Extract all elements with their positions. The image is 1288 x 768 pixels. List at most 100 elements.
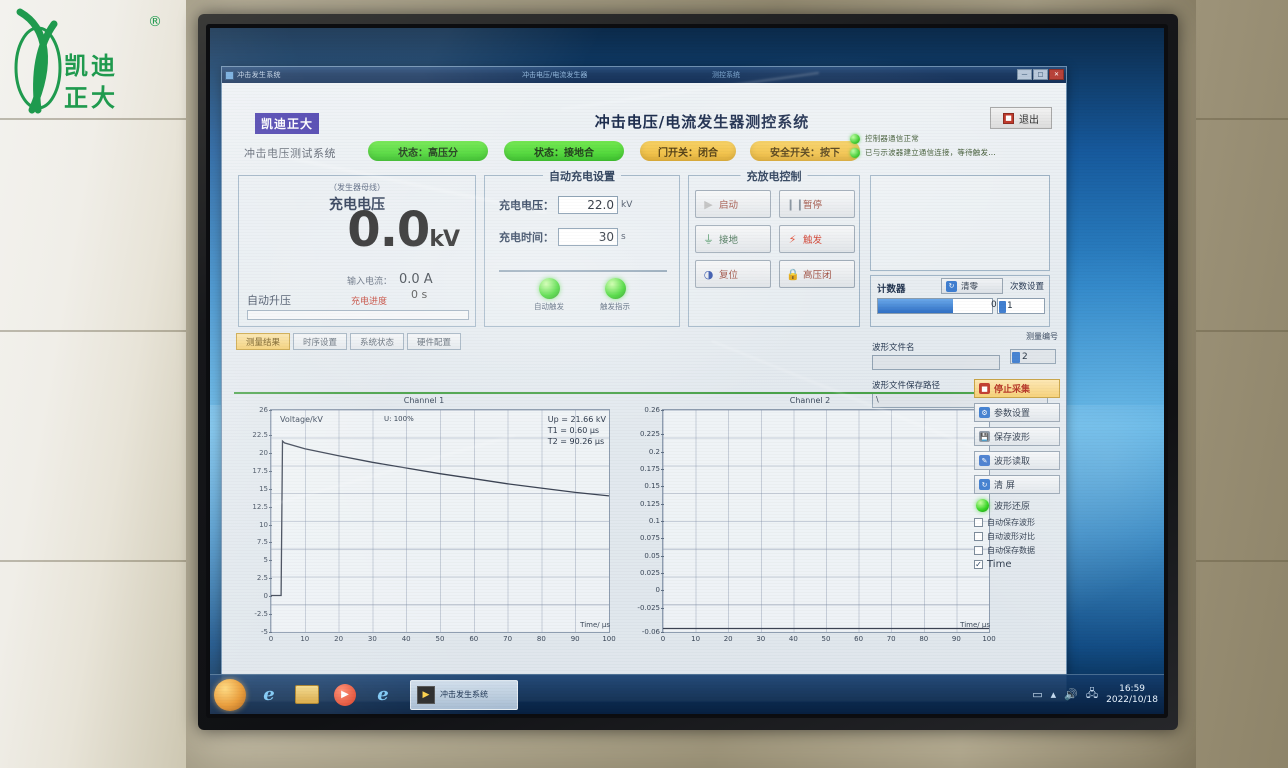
chart1-plot-area[interactable]: 26 22.5 20 17.5 15 12.5 10 7.5 5 2.5 0 -2.5 -5 0 10 20 3…	[252, 406, 615, 643]
charging-voltage-panel: （发生器母线） 充电电压 0.0kV 输入电流： 0.0 A 0 s 自动升压 …	[238, 175, 476, 327]
x-axis-tick: 20	[723, 635, 733, 643]
parameter-settings-button[interactable]: ⚙ 参数设置	[974, 403, 1060, 422]
chart-channel-1: Channel 1 26 22.5 20 17.5 15 12.5 10 7.5 5 2.5 0 -2…	[234, 396, 615, 659]
x-axis-tick: 30	[756, 635, 766, 643]
charge-time-label: 充电时间：	[499, 231, 554, 244]
stop-acquisition-label: 停止采集	[994, 385, 1031, 395]
start-button[interactable]: ▶ 启动	[695, 190, 771, 218]
charge-voltage-input[interactable]: 22.0	[558, 196, 618, 214]
y-axis-tick: 0.225	[639, 430, 665, 439]
tab-system-status[interactable]: 系统状态	[350, 333, 404, 350]
window-controls: — □ ✕	[1017, 69, 1064, 80]
clear-screen-button[interactable]: ↻ 清 屏	[974, 475, 1060, 494]
y-axis-tick: 22.5	[252, 431, 272, 440]
y-axis-tick: 0.075	[639, 534, 665, 543]
window-title: 冲击发生系统	[237, 71, 281, 79]
reset-button[interactable]: ◑ 复位	[695, 260, 771, 288]
waveform-tool-column: ■ 停止采集 ⚙ 参数设置 💾 保存波形 ✎ 波形读取 ↻ 清 屏	[974, 379, 1060, 573]
checkbox-label: 自动保存波形	[987, 518, 1035, 527]
pause-button[interactable]: ❙❙ 暂停	[779, 190, 855, 218]
minimize-button[interactable]: —	[1017, 69, 1032, 80]
maximize-button[interactable]: □	[1033, 69, 1048, 80]
y-axis-tick: -0.025	[637, 603, 664, 612]
chart2-plot-area[interactable]: 0.26 0.225 0.2 0.175 0.15 0.125 0.1 0.075 0.05 0.…	[637, 406, 995, 643]
save-waveform-label: 保存波形	[994, 433, 1031, 443]
discharge-control-panel: 充放电控制 ▶ 启动 ❙❙ 暂停 ⏚ 接地 ⚡	[688, 168, 860, 327]
gear-icon: ⚙	[979, 407, 990, 418]
status-text: 已与示波器建立通信连接，等待触发...	[865, 148, 996, 157]
refresh-icon: ↻	[946, 280, 957, 292]
auto-rise-label: 自动升压	[247, 294, 291, 307]
trigger-indicator: 触发指示	[600, 278, 630, 312]
tab-timing-settings[interactable]: 时序设置	[293, 333, 347, 350]
input-current-value: 0.0 A	[399, 272, 433, 287]
status-badge-ground: 状态：接地合	[504, 141, 624, 161]
y-axis-tick: -5	[261, 628, 272, 636]
ground-button-label: 接地	[719, 235, 739, 246]
ground-button[interactable]: ⏚ 接地	[695, 225, 771, 253]
y-axis-tick: 0.15	[644, 482, 664, 491]
y-axis-tick: 15	[259, 484, 272, 493]
chart1-ylabel: Voltage/kV	[280, 415, 323, 424]
x-axis-tick: 70	[886, 635, 896, 643]
brand-badge: 凯迪正大	[255, 113, 320, 134]
auto-trigger-indicator: 自动触发	[534, 278, 564, 312]
waveform-restore-indicator[interactable]: 波形还原	[976, 499, 1060, 512]
parameter-settings-label: 参数设置	[994, 409, 1031, 419]
lightning-icon: ⚡	[788, 232, 797, 246]
exit-button[interactable]: ■ 退出	[990, 107, 1052, 129]
checkbox-auto-save-data[interactable]: 自动保存数据	[974, 545, 1060, 556]
save-waveform-button[interactable]: 💾 保存波形	[974, 427, 1060, 446]
close-button[interactable]: ✕	[1049, 69, 1064, 80]
auto-charge-settings-panel: 自动充电设置 充电电压： 22.0 kV 充电时间： 30 s 自动触发	[484, 168, 680, 327]
chart1-xlabel: Time/ µs	[580, 621, 610, 629]
load-waveform-button[interactable]: ✎ 波形读取	[974, 451, 1060, 470]
status-badge-hv: 状态：高压分	[368, 141, 488, 161]
chart2-xlabel: Time/ µs	[960, 621, 990, 629]
checkbox-label: 自动保存数据	[987, 546, 1035, 555]
y-axis-tick: 0.175	[639, 464, 665, 473]
refresh-icon: ↻	[979, 479, 990, 490]
tab-hardware-config[interactable]: 硬件配置	[407, 333, 461, 350]
times-setting-stepper[interactable]: 1	[997, 298, 1045, 314]
x-axis-tick: 100	[982, 635, 996, 643]
stop-acquisition-button[interactable]: ■ 停止采集	[974, 379, 1060, 398]
x-axis-tick: 40	[401, 635, 411, 643]
status-led-icon	[850, 147, 860, 158]
y-axis-tick: 7.5	[256, 538, 273, 547]
y-axis-tick: 17.5	[252, 466, 272, 475]
save-icon: 💾	[979, 431, 990, 442]
x-axis-tick: 50	[435, 635, 445, 643]
reset-icon: ◑	[703, 267, 714, 281]
x-axis-tick: 0	[660, 635, 666, 643]
pause-button-label: 暂停	[803, 200, 823, 211]
counter-progress-bar	[877, 298, 993, 314]
waveform-path-label: 波形文件保存路径	[872, 381, 941, 391]
hv-close-button[interactable]: 🔒 高压闭	[779, 260, 855, 288]
charging-voltage-label: 充电电压	[329, 197, 385, 213]
y-axis-tick: 0.1	[648, 517, 665, 525]
chart1-stats: Up = 21.66 kV T1 = 0.60 µs T2 = 90.26 µs	[548, 415, 606, 447]
measure-number-stepper[interactable]: 2	[1010, 349, 1056, 364]
charge-time-input[interactable]: 30	[558, 228, 618, 246]
y-axis-tick: 12.5	[252, 502, 272, 511]
panel-divider	[499, 270, 667, 272]
x-axis-tick: 100	[602, 635, 616, 643]
chart1-title: Channel 1	[403, 396, 445, 405]
charge-voltage-label: 充电电压：	[499, 199, 554, 212]
checkbox-auto-save-waveform[interactable]: 自动保存波形	[974, 517, 1060, 528]
waveform-filename-input[interactable]	[872, 355, 1000, 370]
tab-measurement-results[interactable]: 测量结果	[236, 333, 290, 350]
clear-counter-button[interactable]: ↻ 清零	[941, 278, 1003, 294]
input-current-label: 输入电流：	[347, 277, 393, 287]
checkbox-time[interactable]: Time	[974, 559, 1060, 570]
start-button-label: 启动	[719, 200, 739, 211]
charge-progress-bar	[247, 310, 469, 320]
trigger-button[interactable]: ⚡ 触发	[779, 225, 855, 253]
counter-panel: 计数器 ↻ 清零 次数设置 0 1	[870, 275, 1050, 327]
clear-screen-label: 清 屏	[994, 481, 1015, 491]
lamp-label: 自动触发	[534, 302, 564, 311]
y-axis-tick: 10	[259, 520, 272, 529]
checkbox-auto-compare-waveform[interactable]: 自动波形对比	[974, 531, 1060, 542]
status-badge-door: 门开关：闭合	[640, 141, 736, 161]
